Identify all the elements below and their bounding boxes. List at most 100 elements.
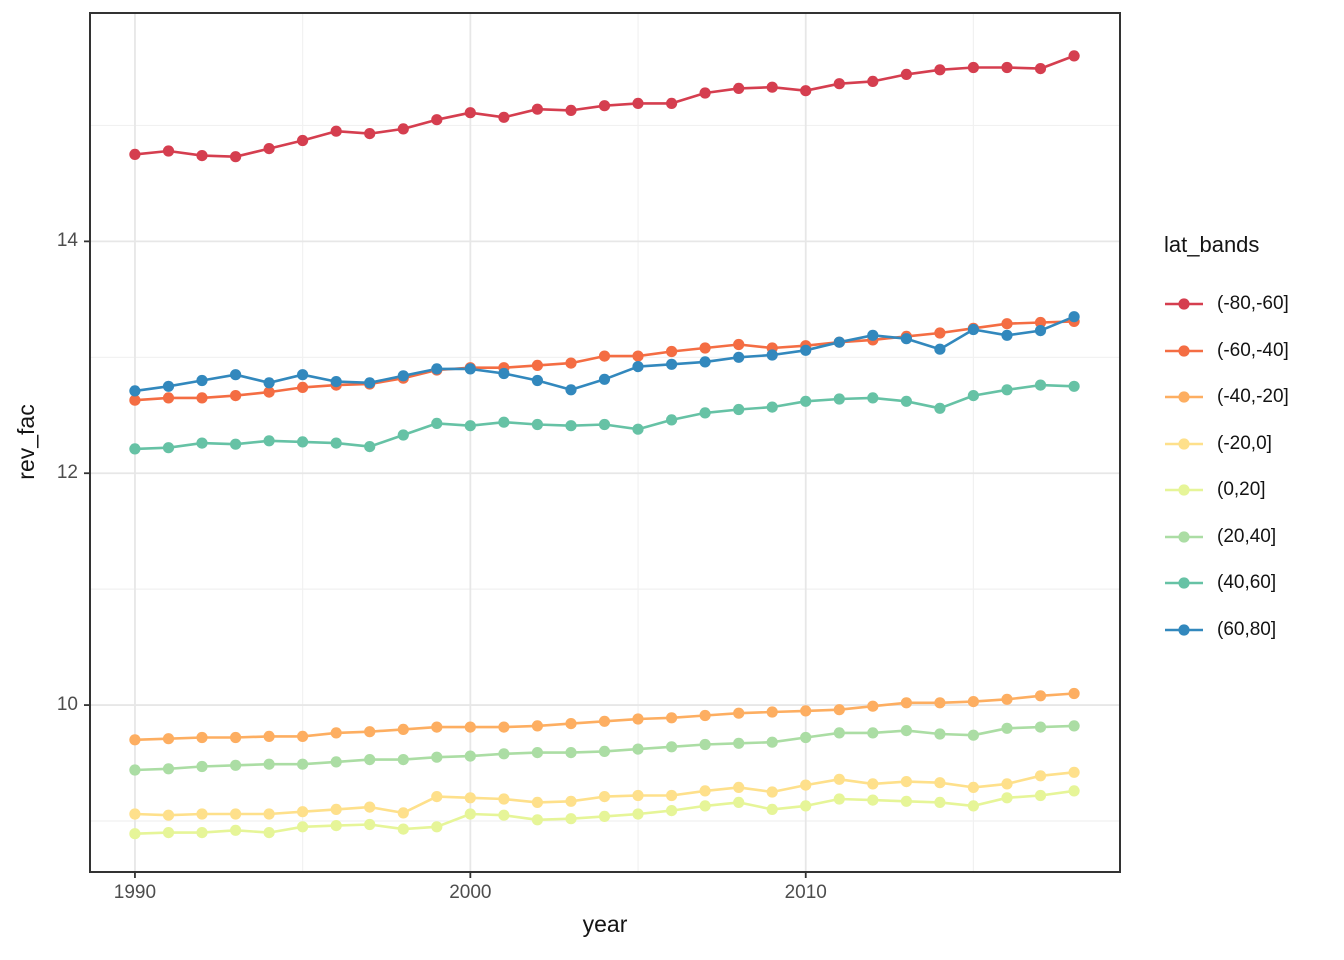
data-point	[196, 392, 208, 404]
data-point	[1034, 63, 1047, 75]
data-point	[699, 87, 711, 99]
data-point	[733, 351, 745, 363]
data-point	[967, 61, 980, 74]
data-point	[632, 423, 644, 435]
data-point	[1068, 785, 1080, 797]
data-point	[967, 800, 980, 812]
data-point	[867, 700, 879, 712]
data-point	[565, 813, 577, 825]
data-point	[565, 718, 577, 730]
data-point	[1034, 325, 1047, 337]
data-point	[364, 818, 376, 831]
data-point	[297, 758, 309, 770]
data-point	[162, 827, 175, 839]
legend-key-icon	[1165, 623, 1203, 636]
legend-item-2: (-40,-20]	[1164, 383, 1289, 411]
data-point	[397, 823, 409, 835]
data-point	[129, 385, 141, 397]
legend-key-icon	[1165, 484, 1203, 496]
data-point	[699, 709, 711, 722]
data-point	[733, 82, 745, 94]
data-point	[967, 323, 980, 336]
data-point	[263, 377, 275, 389]
x-tick-label-2010: 2010	[784, 882, 827, 903]
data-point	[364, 801, 376, 813]
data-point	[699, 407, 711, 419]
data-point	[733, 707, 745, 719]
data-point	[397, 723, 409, 736]
data-point	[934, 402, 946, 414]
data-point	[632, 361, 644, 373]
data-point	[498, 809, 510, 821]
data-point	[1034, 316, 1047, 329]
data-point	[330, 803, 342, 816]
legend-key-icon	[1165, 344, 1203, 357]
data-point	[565, 384, 577, 396]
data-point	[263, 435, 275, 447]
legend: lat_bands (-80,-60] (-60,-40] (-40,-20] (-2…	[1164, 230, 1289, 662]
data-point	[699, 738, 711, 751]
legend-key-point	[1178, 298, 1190, 310]
y-axis-title: rev_fac	[13, 404, 39, 480]
data-point	[833, 393, 845, 405]
data-point	[699, 800, 711, 812]
data-point	[129, 764, 141, 776]
data-point	[1034, 789, 1047, 802]
data-point	[766, 401, 778, 413]
data-point	[1001, 61, 1013, 74]
data-point	[800, 85, 812, 97]
data-point	[297, 806, 309, 818]
legend-item-1: (-60,-40]	[1164, 337, 1289, 365]
data-point	[800, 344, 812, 356]
data-point	[666, 805, 678, 817]
data-point	[1001, 792, 1013, 804]
data-point	[900, 68, 913, 80]
data-point	[1068, 720, 1080, 732]
data-point	[565, 747, 577, 759]
data-point	[464, 420, 476, 432]
data-point	[263, 758, 275, 770]
legend-label: (-20,0]	[1217, 432, 1272, 454]
data-point	[162, 733, 175, 745]
data-point	[162, 763, 175, 775]
data-point	[263, 808, 275, 820]
x-axis-title: year	[582, 911, 628, 937]
data-point	[531, 418, 544, 431]
data-point	[196, 760, 208, 773]
data-point	[431, 751, 443, 763]
data-point	[531, 103, 544, 115]
data-point	[531, 747, 544, 759]
legend-key-point	[1178, 530, 1190, 543]
data-point	[1068, 687, 1080, 700]
data-point	[162, 145, 175, 157]
data-point	[464, 808, 476, 820]
data-point	[230, 151, 242, 163]
data-point	[900, 776, 913, 788]
data-point	[934, 796, 946, 809]
x-tick-label-1990: 1990	[113, 882, 157, 903]
data-point	[833, 336, 845, 348]
data-point	[800, 779, 812, 791]
data-point	[598, 810, 611, 823]
data-point	[598, 745, 611, 758]
data-point	[498, 721, 510, 733]
data-point	[129, 828, 141, 840]
data-point	[565, 104, 577, 116]
data-point	[196, 731, 208, 744]
data-point	[766, 803, 778, 816]
data-point	[800, 731, 812, 744]
data-point	[598, 715, 611, 727]
legend-item-4: (0,20]	[1164, 476, 1289, 504]
data-point	[666, 97, 678, 109]
data-point	[632, 350, 644, 362]
data-point	[431, 417, 443, 429]
y-tick-label-12: 12	[56, 462, 78, 484]
data-point	[900, 697, 913, 709]
data-point	[297, 134, 309, 147]
data-point	[934, 343, 946, 355]
data-point	[632, 713, 644, 725]
data-point	[230, 438, 242, 450]
data-point	[230, 759, 242, 771]
